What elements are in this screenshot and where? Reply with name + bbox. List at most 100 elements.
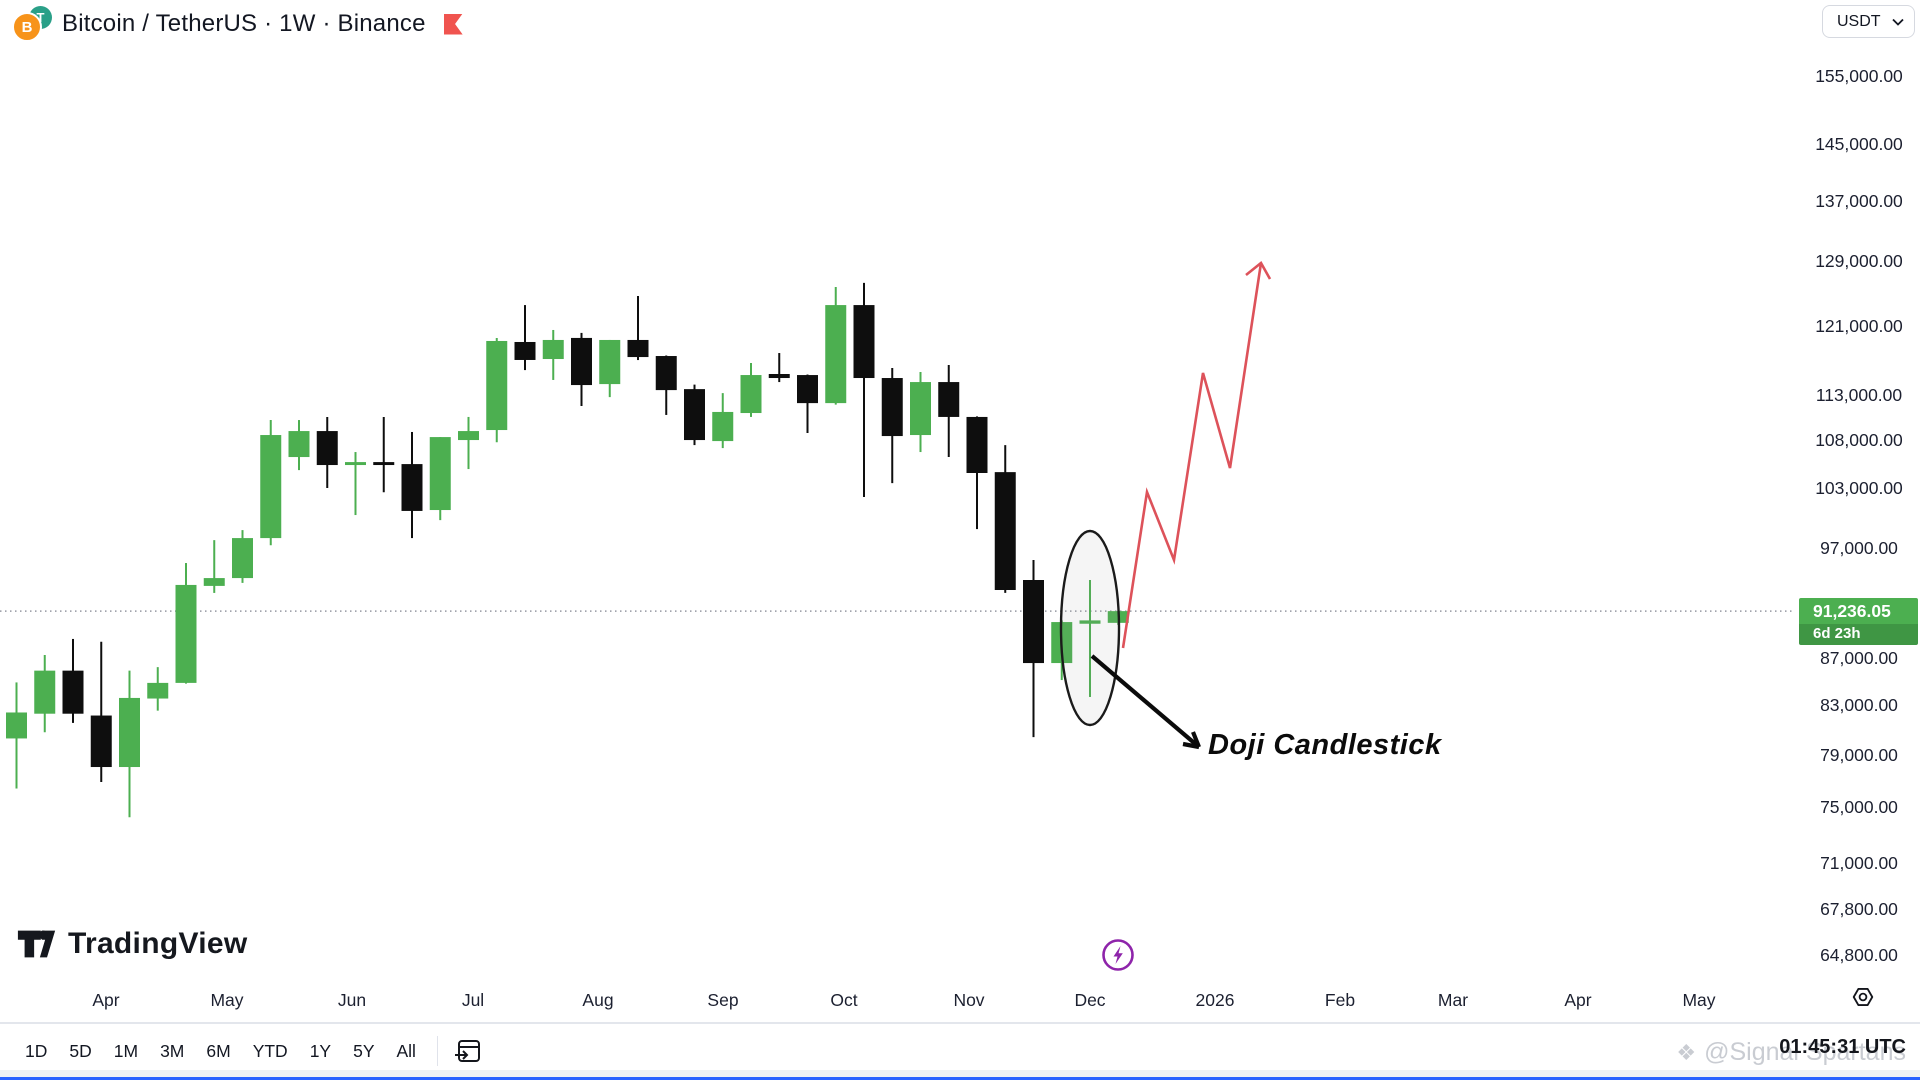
time-tick: Apr bbox=[92, 990, 120, 1010]
candle-body bbox=[627, 339, 649, 358]
utc-clock[interactable]: 01:45:31 UTC bbox=[1779, 1036, 1906, 1058]
candle-body bbox=[966, 416, 988, 473]
time-tick: Sep bbox=[707, 990, 739, 1010]
range-button-3m[interactable]: 3M bbox=[160, 1040, 185, 1061]
price-tick: 145,000.00 bbox=[1815, 133, 1903, 154]
candle-body bbox=[6, 712, 27, 739]
candle-body bbox=[232, 538, 253, 579]
candle-body bbox=[542, 339, 564, 360]
price-tick: 83,000.00 bbox=[1820, 695, 1898, 716]
time-tick: May bbox=[210, 990, 244, 1010]
time-tick: Nov bbox=[953, 990, 985, 1010]
price-tick: 137,000.00 bbox=[1815, 190, 1903, 211]
candle-body bbox=[175, 584, 197, 683]
time-tick: Mar bbox=[1437, 990, 1469, 1010]
doji-highlight-ellipse[interactable] bbox=[1059, 529, 1121, 727]
tradingview-logo-icon bbox=[17, 930, 56, 958]
currency-dropdown[interactable]: USDT bbox=[1822, 5, 1915, 38]
last-price-value: 91,236.05 bbox=[1799, 598, 1918, 625]
candle-body bbox=[881, 378, 903, 437]
range-button-1d[interactable]: 1D bbox=[25, 1040, 48, 1061]
symbol-title[interactable]: Bitcoin / TetherUS · 1W · Binance bbox=[62, 10, 426, 37]
candle-body bbox=[373, 462, 395, 466]
range-button-6m[interactable]: 6M bbox=[206, 1040, 231, 1061]
binance-diamond-icon: ❖ bbox=[1676, 1039, 1697, 1065]
time-tick: Dec bbox=[1074, 990, 1106, 1010]
currency-dropdown-label: USDT bbox=[1837, 12, 1881, 30]
price-tick: 79,000.00 bbox=[1820, 745, 1898, 766]
price-tick: 121,000.00 bbox=[1815, 315, 1903, 336]
axis-settings-gear-icon[interactable] bbox=[1851, 985, 1875, 1014]
range-button-1y[interactable]: 1Y bbox=[309, 1040, 332, 1061]
price-tick: 103,000.00 bbox=[1815, 477, 1903, 498]
chevron-down-icon bbox=[1892, 18, 1904, 26]
symbol-pair-logo: T B bbox=[12, 5, 52, 43]
time-tick: Aug bbox=[582, 990, 614, 1010]
candle-body bbox=[1023, 580, 1044, 664]
time-tick: Feb bbox=[1324, 990, 1356, 1010]
candle-body bbox=[429, 437, 451, 511]
candle-body bbox=[825, 305, 847, 404]
time-tick: Apr bbox=[1564, 990, 1592, 1010]
price-tick: 155,000.00 bbox=[1815, 66, 1903, 87]
bottom-accent-bar bbox=[0, 1077, 1920, 1080]
price-tick: 64,800.00 bbox=[1820, 944, 1898, 965]
price-tick: 113,000.00 bbox=[1815, 384, 1903, 405]
range-button-1m[interactable]: 1M bbox=[113, 1040, 139, 1061]
candle-body bbox=[910, 382, 931, 436]
candle-body bbox=[740, 375, 762, 414]
bitcoin-coin-icon: B bbox=[12, 12, 42, 42]
price-tick: 87,000.00 bbox=[1820, 648, 1898, 668]
price-tick: 129,000.00 bbox=[1815, 251, 1903, 272]
time-tick: Jul bbox=[461, 990, 485, 1010]
candle-body bbox=[994, 472, 1016, 591]
price-tick: 67,800.00 bbox=[1820, 899, 1898, 920]
time-tick: 2026 bbox=[1195, 990, 1235, 1010]
candle-body bbox=[514, 341, 536, 360]
price-tick: 108,000.00 bbox=[1815, 430, 1903, 451]
candle-body bbox=[458, 431, 479, 441]
doji-annotation-label[interactable]: Doji Candlestick bbox=[1208, 729, 1442, 761]
lightning-badge-icon[interactable] bbox=[1101, 938, 1135, 977]
go-to-date-icon[interactable] bbox=[452, 1035, 484, 1067]
footer-separator bbox=[0, 1022, 1920, 1024]
range-button-all[interactable]: All bbox=[396, 1040, 416, 1061]
bottom-scroll-track[interactable] bbox=[0, 1070, 1920, 1080]
range-button-ytd[interactable]: YTD bbox=[252, 1040, 288, 1061]
range-button-5d[interactable]: 5D bbox=[69, 1040, 92, 1061]
toolbar-divider bbox=[436, 1036, 438, 1066]
candle-body bbox=[655, 356, 677, 391]
candle-body bbox=[768, 374, 790, 379]
candle-body bbox=[401, 464, 423, 511]
price-tick: 97,000.00 bbox=[1820, 538, 1898, 559]
candle-body bbox=[571, 337, 592, 386]
candle-body bbox=[797, 375, 818, 404]
candle-body bbox=[684, 389, 705, 441]
candle-body bbox=[62, 670, 84, 714]
tradingview-logo[interactable]: TradingView bbox=[16, 924, 247, 964]
doji-annotation-arrow[interactable] bbox=[1090, 654, 1201, 749]
time-tick: May bbox=[1682, 990, 1716, 1010]
candle-body bbox=[853, 305, 875, 379]
candle-body bbox=[260, 435, 282, 539]
bar-countdown: 6d 23h bbox=[1799, 624, 1918, 646]
candle-body bbox=[203, 578, 225, 586]
symbol-header: T B Bitcoin / TetherUS · 1W · Binance bbox=[12, 4, 463, 44]
tradingview-logo-text: TradingView bbox=[68, 927, 248, 960]
candle-body bbox=[147, 682, 169, 699]
candle-body bbox=[34, 670, 56, 714]
author-watermark: ❖ @Signal Spartans bbox=[1676, 1038, 1906, 1067]
candle-body bbox=[599, 339, 621, 385]
candle-body bbox=[938, 382, 960, 417]
last-price-badge: 91,236.05 6d 23h bbox=[1799, 598, 1918, 646]
candle-body bbox=[316, 431, 338, 466]
candle-body bbox=[486, 340, 508, 431]
bullish-projection-arrow[interactable] bbox=[1121, 262, 1263, 649]
flag-icon[interactable] bbox=[443, 13, 463, 35]
time-tick: Oct bbox=[830, 990, 858, 1010]
candle-body bbox=[288, 431, 310, 458]
candle-body bbox=[1079, 620, 1101, 624]
range-button-5y[interactable]: 5Y bbox=[353, 1040, 375, 1061]
